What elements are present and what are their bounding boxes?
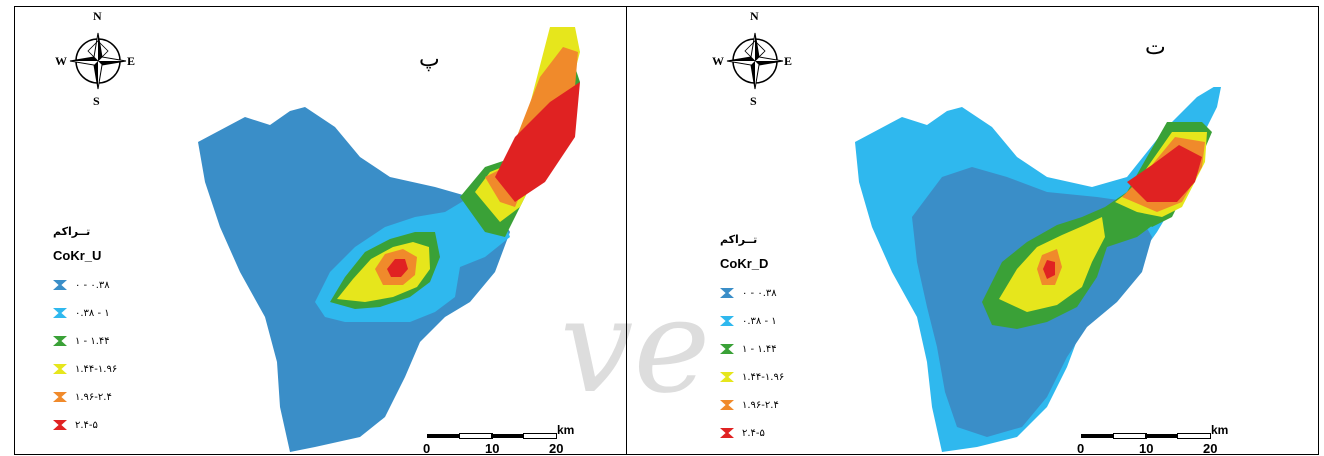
legend-variable: CoKr_D [720,256,769,271]
legend-item: ۱.۴۴-۱.۹۶ [720,363,840,391]
legend-item: ۰.۳۸ - ۱ [720,307,840,335]
label-mask [1187,32,1227,87]
panel-divider [626,6,627,455]
legend-item: ۰ - ۰.۳۸ [53,271,173,299]
scale-bar-right: 0 10 20 km [1077,423,1229,455]
zone-2.4-5 [1043,260,1055,279]
ne-band-red [1127,145,1202,202]
legend-item: ۱ - ۱.۴۴ [720,335,840,363]
legend-item: ۰.۳۸ - ۱ [53,299,173,327]
legend-item: ۲.۴-۵ [720,419,840,447]
legend-title: تــراکم [720,233,758,246]
compass-south: S [750,94,757,108]
compass-west: W [712,54,724,68]
scale-bar-left: 0 10 20 km [423,423,575,455]
figure-frame [14,6,1319,455]
legend-item: ۲.۴-۵ [53,411,173,439]
compass-west: W [55,54,67,68]
contour-map-left [198,27,580,452]
panel-label: ت [1145,35,1166,60]
panel-label: پ [419,47,440,72]
compass-east: E [784,54,793,68]
legend-item: ۱ - ۱.۴۴ [53,327,173,355]
legend-left: تــراکم CoKr_U ۰ - ۰.۳۸ ۰.۳۸ - ۱ ۱ - ۱.۴… [53,225,173,439]
legend-variable: CoKr_U [53,248,102,263]
legend-item: ۱.۴۴-۱.۹۶ [53,355,173,383]
compass-star-icon [726,32,784,90]
legend-item: ۱.۹۶-۲.۴ [720,391,840,419]
compass-rose: N W E S [712,9,792,109]
legend-item: ۰ - ۰.۳۸ [720,279,840,307]
contour-map-right [855,32,1227,452]
map-panel-left: N W E S پ تــراکم CoKr_U ۰ - ۰.۳۸ ۰.۳۸ -… [15,7,625,455]
legend-right: تــراکم CoKr_D ۰ - ۰.۳۸ ۰.۳۸ - ۱ ۱ - ۱.۴… [720,233,840,447]
ne-band-red [495,82,580,202]
compass-south: S [93,94,100,108]
compass-north: N [750,9,759,23]
compass-east: E [127,54,136,68]
legend-item: ۱.۹۶-۲.۴ [53,383,173,411]
compass-rose: N W E S [55,9,135,109]
compass-star-icon [69,32,127,90]
zone-2.4-5 [387,259,408,277]
legend-title: تــراکم [53,225,91,238]
compass-north: N [93,9,102,23]
map-panel-right: N W E S ت تــراکم CoKr_D ۰ - ۰.۳۸ ۰.۳۸ -… [627,7,1319,455]
